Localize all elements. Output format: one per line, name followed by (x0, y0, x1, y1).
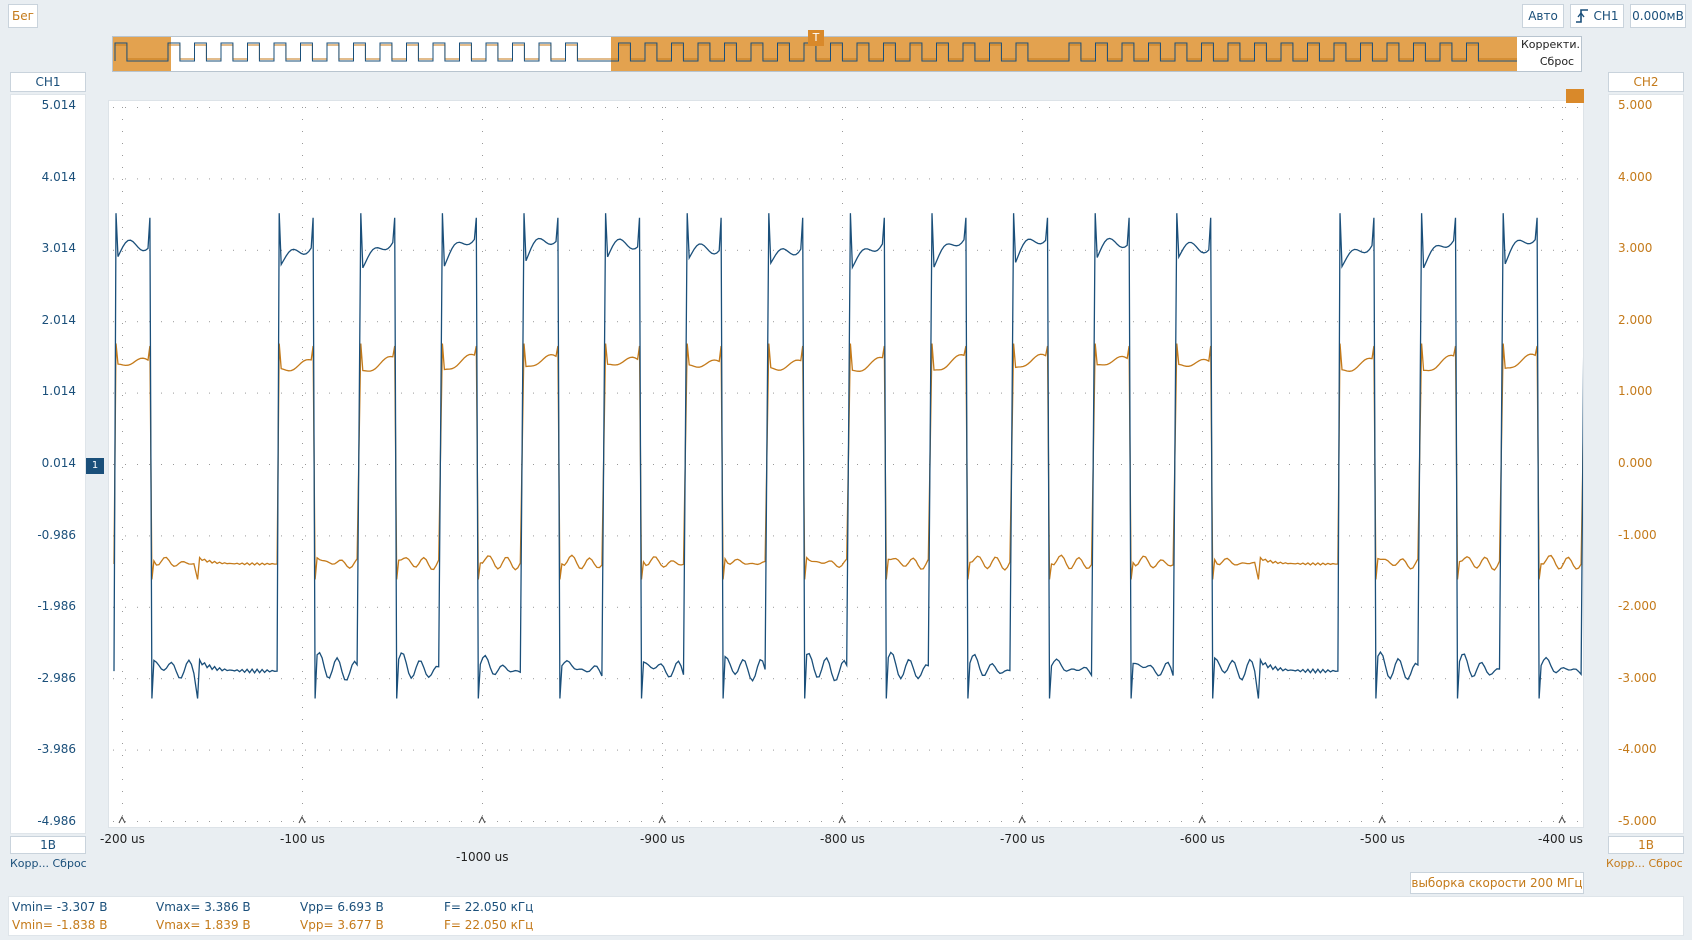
overview-reset-button[interactable]: Сброс (1539, 55, 1575, 68)
x-tick-label: -500 us (1360, 832, 1405, 846)
ch1-label[interactable]: CH1 (10, 72, 86, 92)
x-tick-label: -100 us (280, 832, 325, 846)
trigger-source-label: CH1 (1593, 9, 1619, 23)
ch2-vpp: Vpp= 3.677 В (300, 918, 384, 932)
ch2-trace (113, 343, 1583, 580)
trigger-level-label: 0.000мВ (1632, 9, 1684, 23)
ch2-vmax: Vmax= 1.839 В (156, 918, 251, 932)
ch2-vmin: Vmin= -1.838 В (12, 918, 108, 932)
ch1-tick-label: -1.986 (37, 599, 76, 614)
x-tick-label: -800 us (820, 832, 865, 846)
ch2-axis-panel (1608, 94, 1684, 834)
sample-rate-text: выборка скорости 200 МГц (1411, 876, 1583, 890)
ch1-tick-label: 3.014 (41, 241, 76, 256)
overview-correct-button[interactable]: Корректи... (1521, 38, 1581, 51)
waveform-overview[interactable]: Корректи... Сброс (112, 36, 1582, 72)
ch2-correct-reset[interactable]: Корр... Сброс (1606, 857, 1688, 873)
ch1-freq: F= 22.050 кГц (444, 900, 534, 914)
ch2-freq: F= 22.050 кГц (444, 918, 534, 932)
trigger-source-button[interactable]: CH1 (1570, 4, 1624, 28)
ch2-tick-label: -1.000 (1618, 527, 1657, 542)
ch1-reset-label[interactable]: Сброс (52, 857, 87, 870)
ch2-offset-marker[interactable] (1566, 89, 1584, 103)
ch1-offset-marker[interactable]: 1 (86, 458, 104, 474)
ch2-tick-label: 2.000 (1618, 312, 1653, 327)
x-tick-label: -600 us (1180, 832, 1225, 846)
ch1-scale-text: 1В (40, 838, 56, 852)
ch2-correct-label[interactable]: Корр... (1606, 857, 1645, 870)
ch1-axis-panel (10, 94, 86, 834)
ch1-tick-label: -3.986 (37, 742, 76, 757)
trigger-mode-label: Авто (1528, 9, 1558, 23)
ch2-tick-label: 3.000 (1618, 241, 1653, 256)
ch2-tick-label: 1.000 (1618, 384, 1653, 399)
ch1-tick-label: -0.986 (37, 527, 76, 542)
overview-left-window (113, 37, 171, 71)
ch1-tick-label: 5.014 (41, 98, 76, 112)
ch1-vmax: Vmax= 3.386 В (156, 900, 251, 914)
ch2-tick-label: 0.000 (1618, 456, 1653, 470)
scope-plot-area[interactable] (108, 100, 1584, 828)
trigger-position-marker[interactable]: T (808, 30, 824, 46)
rising-edge-icon (1576, 9, 1589, 23)
ch1-tick-label: 0.014 (41, 456, 76, 470)
ch1-tick-label: 4.014 (41, 169, 76, 184)
x-offset-label: -1000 us (456, 850, 509, 864)
ch1-tick-label: -2.986 (37, 670, 76, 685)
ch1-tick-label: -4.986 (37, 814, 76, 828)
ch1-vmin: Vmin= -3.307 В (12, 900, 108, 914)
ch2-label[interactable]: CH2 (1608, 72, 1684, 92)
ch2-reset-label[interactable]: Сброс (1648, 857, 1683, 870)
overview-view-window (611, 37, 1517, 71)
sample-rate-label: выборка скорости 200 МГц (1410, 872, 1584, 894)
ch2-scale-text: 1В (1638, 838, 1654, 852)
plot-grid (113, 107, 1578, 824)
ch2-tick-label: -3.000 (1618, 670, 1657, 685)
ch1-tick-label: 2.014 (41, 312, 76, 327)
x-tick-label: -400 us (1538, 832, 1583, 846)
ch1-tick-label: 1.014 (41, 384, 76, 399)
ch2-scale[interactable]: 1В (1608, 836, 1684, 854)
overview-waveform (113, 37, 1517, 71)
run-state-label: Бег (12, 9, 34, 23)
scope-waveform (113, 107, 1583, 824)
trigger-mode-button[interactable]: Авто (1522, 4, 1564, 28)
trigger-level-button[interactable]: 0.000мВ (1630, 4, 1686, 28)
run-state-button[interactable]: Бег (8, 4, 38, 28)
ch2-tick-label: 4.000 (1618, 169, 1653, 184)
measurements-panel (8, 896, 1684, 936)
ch2-tick-label: 5.000 (1618, 98, 1653, 112)
ch1-label-text: CH1 (35, 75, 61, 89)
ch1-vpp: Vpp= 6.693 В (300, 900, 384, 914)
ch2-tick-label: -5.000 (1618, 814, 1657, 828)
ch2-label-text: CH2 (1633, 75, 1659, 89)
x-tick-label: -900 us (640, 832, 685, 846)
ch1-trace (113, 213, 1583, 699)
ch1-correct-reset[interactable]: Корр... Сброс (10, 857, 88, 873)
ch1-scale[interactable]: 1В (10, 836, 86, 854)
x-tick-label: -700 us (1000, 832, 1045, 846)
ch1-correct-label[interactable]: Корр... (10, 857, 49, 870)
x-tick-label: -200 us (100, 832, 145, 846)
ch2-tick-label: -2.000 (1618, 599, 1657, 614)
ch2-tick-label: -4.000 (1618, 742, 1657, 757)
